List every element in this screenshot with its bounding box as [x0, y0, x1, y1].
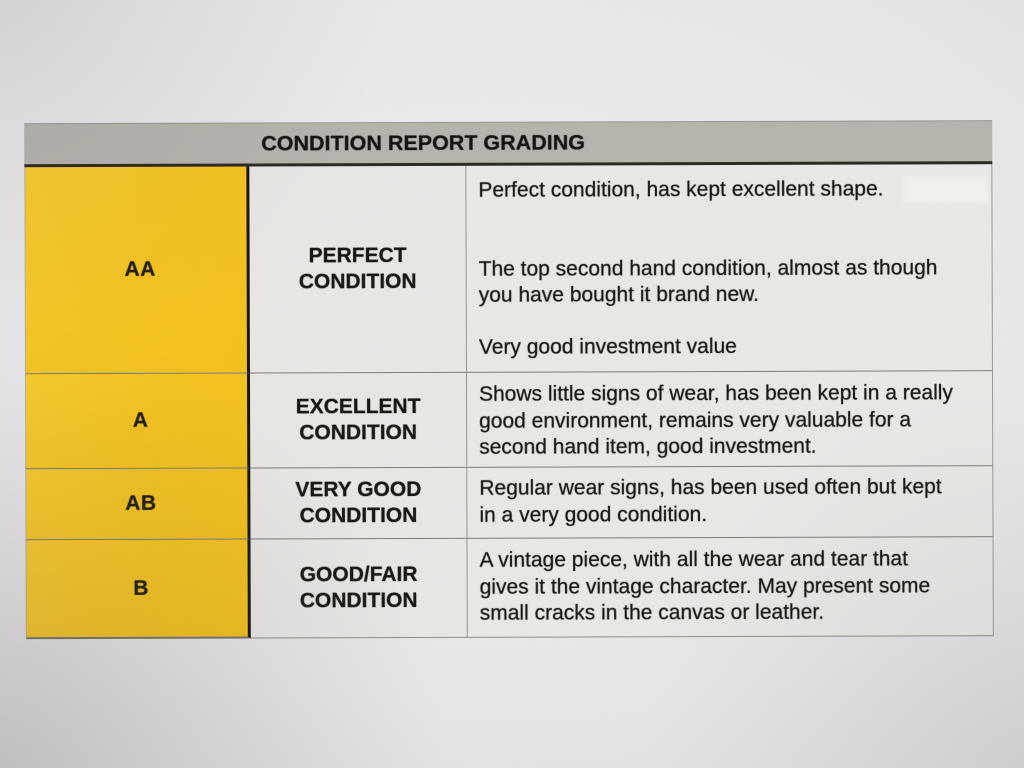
grade-label: AB [125, 491, 157, 515]
condition-cell-goodfair: GOOD/FAIR CONDITION [250, 538, 468, 639]
condition-cell-perfect: PERFECT CONDITION [249, 165, 467, 374]
table-title: CONDITION REPORT GRADING [261, 129, 585, 155]
grade-cell-b: B [25, 539, 251, 640]
description-paragraph: Very good investment value [478, 334, 737, 359]
condition-label: PERFECT CONDITION [298, 244, 417, 294]
description-cell-verygood: Regular wear signs, has been used often … [467, 466, 993, 539]
description-paragraph: Shows little signs of wear, has been kep… [479, 381, 954, 459]
whiteout-mark [903, 176, 988, 203]
grade-label: A [132, 408, 149, 432]
description-paragraph: Perfect condition, has kept excellent sh… [478, 177, 884, 202]
condition-label: EXCELLENT CONDITION [295, 394, 421, 445]
description-paragraph: The top second hand condition, almost as… [478, 255, 938, 307]
condition-cell-excellent: EXCELLENT CONDITION [249, 372, 468, 469]
condition-cell-verygood: VERY GOOD CONDITION [250, 467, 468, 540]
condition-grading-table: CONDITION REPORT GRADING AA PERFECT COND… [24, 120, 994, 640]
grade-label: B [133, 576, 150, 600]
description-paragraph: A vintage piece, with all the wear and t… [479, 547, 931, 625]
grade-cell-a: A [24, 373, 251, 470]
condition-label: GOOD/FAIR CONDITION [299, 562, 418, 613]
table-header-bar: CONDITION REPORT GRADING [24, 120, 993, 168]
description-cell-excellent: Shows little signs of wear, has been kep… [466, 371, 993, 468]
grade-cell-ab: AB [25, 468, 251, 541]
grade-label: AA [124, 257, 156, 281]
condition-label: VERY GOOD CONDITION [295, 477, 422, 528]
table-body: AA PERFECT CONDITION Perfect condition, … [24, 164, 994, 640]
description-cell-goodfair: A vintage piece, with all the wear and t… [467, 537, 993, 638]
grade-cell-aa: AA [24, 166, 250, 375]
description-paragraph: Regular wear signs, has been used often … [479, 475, 942, 527]
